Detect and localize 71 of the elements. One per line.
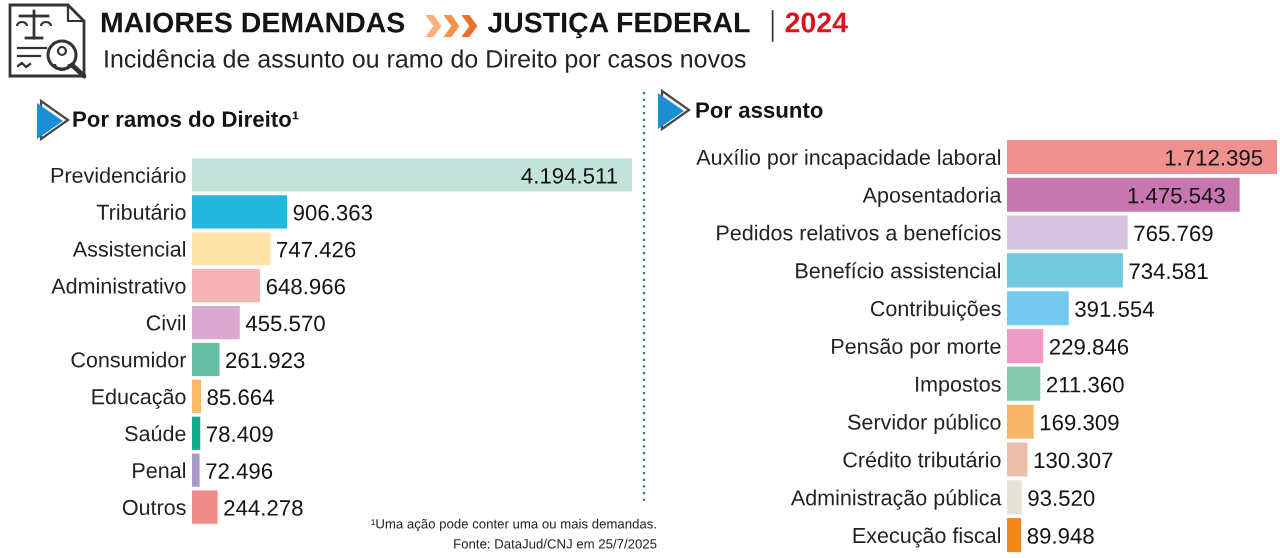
- y-tick-label: Pensão por morte: [832, 338, 1001, 359]
- y-tick-label: Crédito tributário: [843, 451, 1001, 468]
- bar: [192, 416, 201, 450]
- data-label: 130.307: [1034, 452, 1113, 469]
- bar: [192, 232, 271, 266]
- data-label: 72.496: [206, 463, 273, 479]
- bar: [1007, 328, 1044, 364]
- bar: [1007, 215, 1128, 250]
- y-tick-label: Auxílio por incapacidade laboral: [696, 148, 1001, 170]
- data-label: 765.769: [1134, 225, 1213, 242]
- bar: [1007, 442, 1028, 477]
- data-label: 391.554: [1075, 301, 1154, 317]
- data-label: 1.475.543: [1128, 187, 1225, 204]
- data-label: 229.846: [1049, 339, 1129, 355]
- data-label: 4.194.511: [521, 167, 618, 184]
- bar: [192, 269, 261, 303]
- text: JUSTIÇA FEDERAL: [487, 12, 750, 39]
- data-label: 455.570: [245, 315, 325, 332]
- text: MAIORES DEMANDAS: [101, 12, 405, 33]
- chart-title: Por ramos do Direito¹: [73, 110, 299, 127]
- data-label: 89.948: [1027, 528, 1094, 544]
- bar: [192, 490, 218, 524]
- y-tick-label: Administrativo: [51, 277, 186, 294]
- bar: [1007, 518, 1022, 553]
- text: Por assunto: [696, 102, 823, 118]
- bar: [1007, 291, 1069, 326]
- y-tick-label: Civil: [146, 314, 185, 331]
- data-label: 261.923: [226, 352, 305, 369]
- bar: [192, 305, 240, 340]
- bar: [192, 158, 632, 192]
- y-tick-label: Pedidos relativos a benefícios: [717, 224, 1001, 241]
- y-tick-label: Assistencial: [72, 240, 186, 257]
- source-note: Fonte: DataJud/CNJ em 25/7/2025: [454, 538, 657, 549]
- bar: [192, 195, 288, 229]
- annotation: ¹Uma ação pode conter uma ou mais demandas.: [371, 518, 656, 532]
- y-tick-label: Saúde: [125, 425, 186, 442]
- y-tick-label: Contribuições: [870, 300, 1001, 321]
- y-tick-label: Penal: [133, 462, 186, 479]
- text: 2024: [785, 12, 848, 33]
- bar: [1007, 139, 1277, 174]
- data-label: 1.712.395: [1165, 149, 1263, 166]
- data-label: 93.520: [1028, 490, 1095, 507]
- y-tick-label: Impostos: [916, 376, 1001, 397]
- data-label: 169.309: [1040, 414, 1119, 431]
- y-tick-label: Benefício assistencial: [796, 262, 1001, 279]
- bar: [1007, 253, 1123, 288]
- y-tick-label: Servidor público: [848, 413, 1001, 435]
- bar: [1007, 366, 1041, 401]
- data-label: 78.409: [206, 426, 273, 442]
- data-label: 244.278: [224, 500, 303, 516]
- bar: [192, 342, 220, 377]
- data-label: 906.363: [293, 204, 372, 221]
- y-tick-label: Consumidor: [71, 351, 187, 368]
- y-tick-label: Administração pública: [790, 489, 1002, 510]
- y-tick-label: Execução fiscal: [853, 527, 1001, 548]
- text: Incidência de assunto ou ramo do Direito por casos novos: [105, 49, 746, 73]
- y-tick-label: Educação: [92, 388, 186, 409]
- data-label: 85.664: [207, 389, 274, 406]
- y-tick-label: Previdenciário: [51, 166, 186, 183]
- data-label: 211.360: [1047, 376, 1124, 393]
- data-label: 734.581: [1129, 263, 1208, 280]
- data-label: 648.966: [266, 278, 345, 295]
- bar: [1007, 480, 1022, 515]
- bar: [192, 453, 200, 487]
- y-tick-label: Aposentadoria: [862, 186, 1002, 207]
- y-tick-label: Tributário: [96, 203, 186, 220]
- bar: [1007, 177, 1240, 212]
- bar: [1007, 404, 1034, 439]
- y-tick-label: Outros: [122, 499, 186, 516]
- data-label: 747.426: [277, 241, 356, 258]
- bar: [192, 379, 201, 413]
